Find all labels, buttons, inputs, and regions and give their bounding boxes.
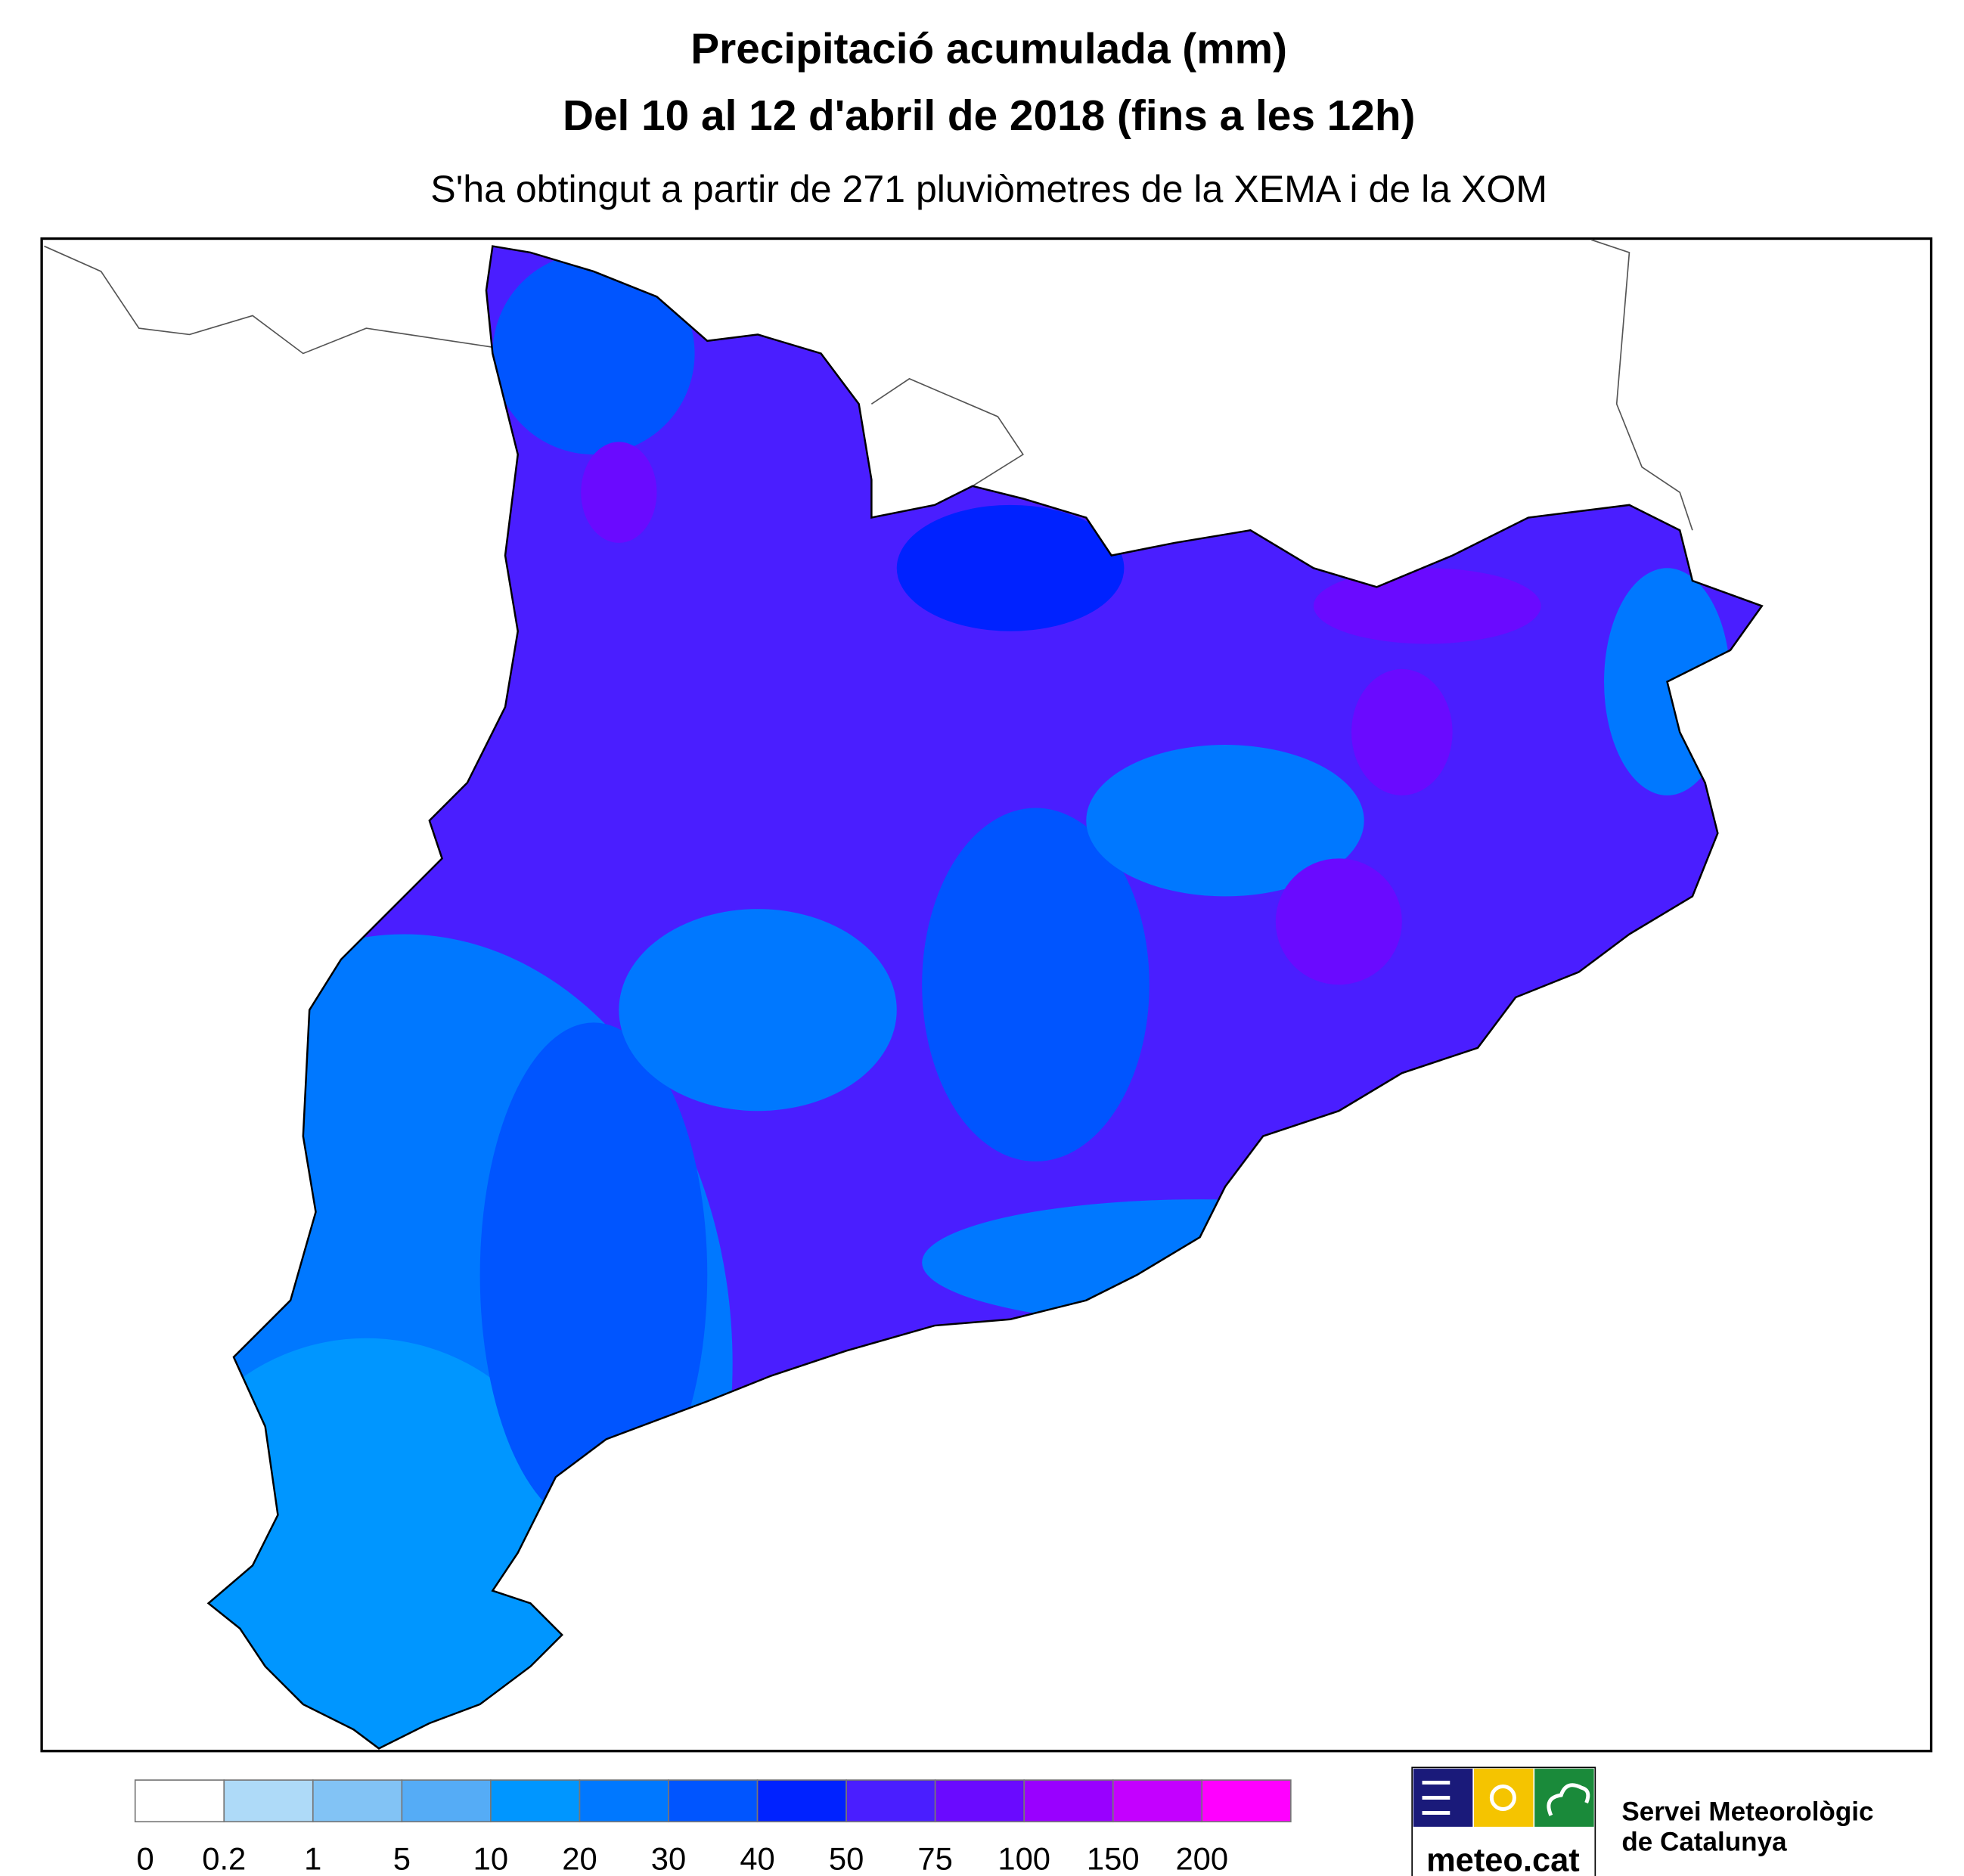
legend-label: 200 — [1175, 1841, 1228, 1876]
area-30-40 — [492, 252, 695, 455]
org-name: de Catalunya — [1621, 1828, 1787, 1857]
legend-swatch — [1112, 1779, 1203, 1823]
sun-icon — [1489, 1784, 1516, 1812]
lines-icon — [1422, 1780, 1451, 1816]
area-75-100 — [581, 442, 657, 543]
period: Del 10 al 12 d'abril de 2018 (fins a les… — [563, 92, 1415, 140]
legend-label: 1 — [304, 1841, 321, 1876]
legend-swatch — [490, 1779, 581, 1823]
title: Precipitació acumulada (mm) — [690, 25, 1287, 73]
legend-label: 0.2 — [202, 1841, 246, 1876]
legend-swatch — [312, 1779, 403, 1823]
area-75-100 — [1313, 568, 1541, 644]
legend-swatch — [1023, 1779, 1114, 1823]
org-name: Servei Meteorològic — [1621, 1797, 1873, 1827]
precip-field — [208, 246, 1762, 1749]
legend-label: 150 — [1087, 1841, 1140, 1876]
legend-swatch — [401, 1779, 492, 1823]
cloud-icon — [1547, 1783, 1590, 1816]
logo-icon — [1474, 1769, 1534, 1827]
subtitle: S'ha obtingut a partir de 271 pluviòmetr… — [430, 168, 1547, 210]
legend-label: 100 — [998, 1841, 1050, 1876]
border-line — [44, 239, 1693, 531]
legend-label: 0 — [136, 1841, 154, 1876]
legend-swatch — [1201, 1779, 1292, 1823]
legend-label: 40 — [740, 1841, 774, 1876]
legend: 0 0.2 1 5 10 20 30 40 50 75 100 150 200 — [134, 1779, 1292, 1876]
legend-swatch — [223, 1779, 314, 1823]
legend-label: 5 — [393, 1841, 411, 1876]
logo-site: meteo.cat — [1426, 1842, 1580, 1876]
legend-swatch — [668, 1779, 759, 1823]
area-30-40 — [922, 808, 1150, 1162]
legend-label: 20 — [562, 1841, 597, 1876]
legend-label: 10 — [473, 1841, 508, 1876]
legend-swatch — [934, 1779, 1025, 1823]
logo-icon — [1534, 1769, 1594, 1827]
area-40-50 — [896, 504, 1125, 631]
area-20-30 — [619, 909, 897, 1112]
legend-label: 50 — [829, 1841, 864, 1876]
legend-swatch — [579, 1779, 669, 1823]
legend-swatch — [756, 1779, 847, 1823]
area-20-30 — [1086, 745, 1364, 897]
legend-swatch — [134, 1779, 225, 1823]
area-20-30 — [922, 1199, 1478, 1326]
legend-label: 30 — [651, 1841, 686, 1876]
area-75-100 — [1351, 668, 1453, 795]
map-frame — [40, 237, 1933, 1753]
legend-label: 75 — [917, 1841, 952, 1876]
area-75-100 — [1275, 858, 1402, 985]
area-30-40 — [479, 1022, 708, 1528]
legend-swatch — [845, 1779, 936, 1823]
